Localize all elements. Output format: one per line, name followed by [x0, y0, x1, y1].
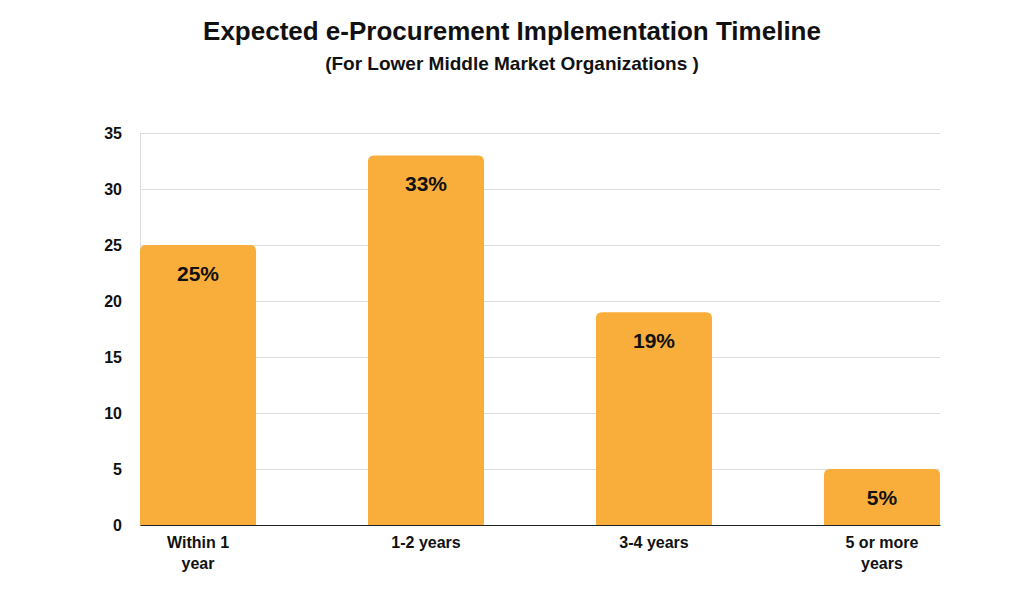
grid-line: [140, 413, 940, 414]
x-tick: Within 1 year: [167, 534, 229, 572]
x-tick-label: 3-4 years: [619, 534, 688, 551]
y-tick-label: 30: [104, 181, 122, 198]
x-tick-label-line: years: [861, 555, 903, 572]
data-label: 25%: [177, 262, 219, 285]
bar: [824, 469, 940, 525]
y-tick-label: 20: [104, 293, 122, 310]
y-axis: 0 5 10 15 20 25 30 35: [104, 125, 940, 534]
x-tick: 1-2 years: [391, 534, 460, 551]
grid-line: [140, 133, 940, 134]
grid-line: [140, 357, 940, 358]
y-tick-label: 10: [104, 405, 122, 422]
y-tick: 30: [104, 181, 940, 198]
subtitle: (For Lower Middle Market Organizations ): [325, 53, 699, 74]
data-label: 5%: [867, 486, 898, 509]
bar: [368, 155, 484, 525]
y-tick-label: 35: [104, 125, 122, 142]
x-tick: 3-4 years: [619, 534, 688, 551]
grid-line: [140, 525, 940, 526]
y-tick-label: 0: [113, 517, 122, 534]
title: Expected e-Procurement Implementation Ti…: [203, 16, 821, 46]
x-tick-label: 5 or more years: [846, 534, 919, 572]
y-tick-label: 5: [113, 461, 122, 478]
data-labels: 25% 33% 19% 5%: [177, 172, 897, 509]
grid-line: [140, 245, 940, 246]
y-tick-label: 25: [104, 237, 122, 254]
background: [0, 0, 1024, 597]
bars: [140, 155, 940, 525]
chart: Expected e-Procurement Implementation Ti…: [0, 0, 1024, 597]
data-label: 19%: [633, 329, 675, 352]
chart-container: Expected e-Procurement Implementation Ti…: [0, 0, 1024, 597]
x-axis-line: [141, 525, 941, 526]
x-axis: Within 1 year 1-2 years 3-4 years 5 or more y…: [141, 526, 941, 573]
y-tick-label: 15: [104, 349, 122, 366]
x-tick-label-line: Within 1: [167, 534, 229, 551]
x-tick-label: Within 1 year: [167, 534, 229, 572]
bar: [140, 245, 256, 525]
x-tick: 5 or more years: [846, 534, 919, 572]
grid-line: [140, 469, 940, 470]
bar: [596, 312, 712, 525]
x-tick-label: 1-2 years: [391, 534, 460, 551]
grid-line: [140, 301, 940, 302]
data-label: 33%: [405, 172, 447, 195]
grid-line: [140, 189, 940, 190]
y-tick: 35: [104, 125, 940, 142]
x-tick-label-line: year: [182, 555, 215, 572]
x-tick-label-line: 5 or more: [846, 534, 919, 551]
